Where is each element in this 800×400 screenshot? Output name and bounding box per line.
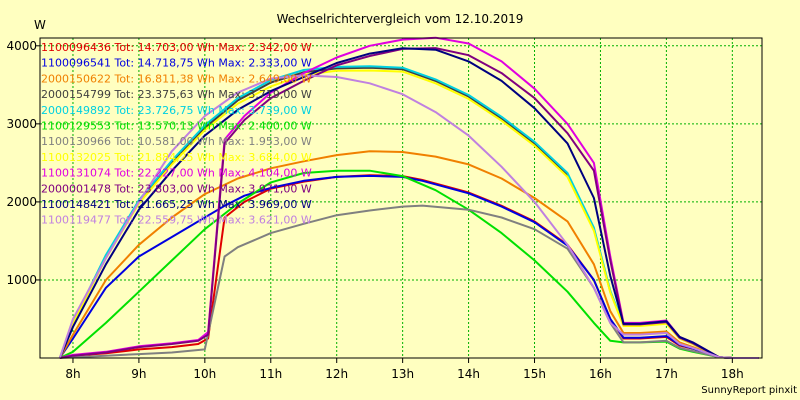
y-tick-label: 2000 bbox=[6, 195, 37, 209]
x-tick-label: 9h bbox=[131, 367, 146, 381]
legend-entry-1100148421: 1100148421 Tot: 21.665,25 Wh Max: 3.969,… bbox=[41, 198, 312, 211]
footer-credit: SunnyReport pinxit bbox=[701, 385, 797, 396]
x-tick-label: 13h bbox=[391, 367, 414, 381]
plot-area bbox=[40, 38, 762, 358]
x-tick-label: 11h bbox=[259, 367, 282, 381]
legend-entry-2000149892: 2000149892 Tot: 23.726,75 Wh Max: 3.739,… bbox=[41, 104, 312, 117]
x-tick-label: 8h bbox=[65, 367, 80, 381]
legend: 1100096436 Tot: 14.703,00 Wh Max: 2.342,… bbox=[41, 41, 312, 227]
x-tick-label: 15h bbox=[523, 367, 546, 381]
legend-entry-1100132025: 1100132025 Tot: 21.884,25 Wh Max: 3.684,… bbox=[41, 151, 312, 164]
legend-entry-1100096436: 1100096436 Tot: 14.703,00 Wh Max: 2.342,… bbox=[41, 41, 312, 54]
series-line-1100148421 bbox=[58, 47, 759, 359]
y-tick-label: 3000 bbox=[6, 117, 37, 131]
axes: 1000 2000 3000 4000 8h 9h 10h 11h 12h 13h 14h 15h 16… bbox=[6, 37, 763, 381]
series-line-1100130966 bbox=[59, 204, 759, 359]
legend-entry-1100096541: 1100096541 Tot: 14.718,75 Wh Max: 2.333,… bbox=[41, 57, 312, 70]
x-tick-label: 17h bbox=[655, 367, 678, 381]
legend-entry-1100129553: 1100129553 Tot: 13.570,13 Wh Max: 2.400,… bbox=[41, 120, 312, 133]
series-line-1100119477 bbox=[58, 74, 759, 359]
legend-entry-2000154799: 2000154799 Tot: 23.375,63 Wh Max: 3.719,… bbox=[41, 88, 312, 101]
legend-entry-1100119477: 1100119477 Tot: 22.559,75 Wh Max: 3.621,… bbox=[41, 214, 312, 227]
series-line-1100096541 bbox=[58, 174, 759, 359]
x-tick-label: 18h bbox=[721, 367, 744, 381]
plot-frame bbox=[39, 37, 763, 359]
legend-entry-2000001478: 2000001478 Tot: 23.803,00 Wh Max: 3.971,… bbox=[41, 182, 312, 195]
legend-entry-1100131074: 1100131074 Tot: 22.227,00 Wh Max: 4.104,… bbox=[41, 167, 312, 180]
y-tick-label: 4000 bbox=[6, 39, 37, 53]
x-tick-label: 16h bbox=[589, 367, 612, 381]
series-line-2000150622 bbox=[58, 150, 759, 359]
legend-entry-2000150622: 2000150622 Tot: 16.811,38 Wh Max: 2.649,… bbox=[41, 72, 312, 85]
y-axis-unit: W bbox=[34, 18, 46, 32]
x-tick-label: 12h bbox=[325, 367, 348, 381]
x-tick-label: 14h bbox=[457, 367, 480, 381]
grid bbox=[40, 38, 762, 358]
y-tick-label: 1000 bbox=[6, 273, 37, 287]
legend-entry-1100130966: 1100130966 Tot: 10.581,00 Wh Max: 1.953,… bbox=[41, 135, 312, 148]
x-tick-label: 10h bbox=[193, 367, 216, 381]
chart-title: Wechselrichtervergleich vom 12.10.2019 bbox=[277, 12, 524, 26]
